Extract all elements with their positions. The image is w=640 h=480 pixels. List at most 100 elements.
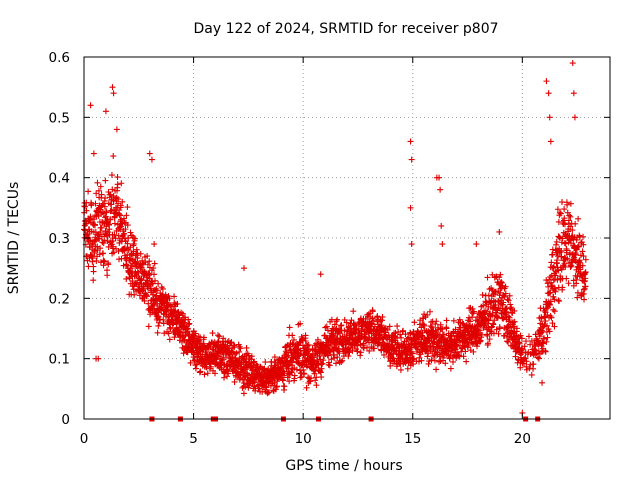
data-point [110,249,117,256]
data-point [443,317,450,324]
data-point [143,293,150,300]
data-point [317,368,324,375]
data-point [476,338,483,345]
data-point [495,330,502,337]
data-point [494,314,501,321]
outlier-point [109,84,116,91]
data-point [516,340,523,347]
data-point [581,296,588,303]
outlier-point [317,271,324,278]
data-point [139,286,146,293]
data-point [582,275,589,282]
data-point [557,234,564,241]
data-point [131,235,138,242]
data-point [486,336,493,343]
data-point [184,325,191,332]
data-point [369,320,376,327]
data-point [498,278,505,285]
data-point [216,333,223,340]
outlier-point [569,60,576,67]
data-point [374,313,381,320]
data-point [464,344,471,351]
data-point [270,387,277,394]
data-points [81,60,589,422]
data-point [146,258,153,265]
data-point [548,259,555,266]
data-point [120,215,127,222]
data-point [160,320,167,327]
data-point [127,257,134,264]
data-point [302,332,309,339]
data-point [552,288,559,295]
data-point [314,336,321,343]
data-point [151,260,158,267]
data-point [550,306,557,313]
data-point [152,277,159,284]
data-point [545,290,552,297]
data-point [187,359,194,366]
data-point [145,300,152,307]
data-point [91,216,98,223]
data-point [542,348,549,355]
data-point [323,323,330,330]
data-point [101,237,108,244]
data-point [209,330,216,337]
data-point [201,371,208,378]
data-point [139,257,146,264]
data-point [164,306,171,313]
data-point [496,325,503,332]
data-point [127,229,134,236]
data-point [380,351,387,358]
data-point [343,319,350,326]
data-point [394,339,401,346]
y-tick-label: 0.5 [49,110,70,126]
data-point [289,332,296,339]
data-point [517,332,524,339]
data-point [110,153,117,160]
data-point [124,204,131,211]
data-point [354,348,361,355]
data-point [174,300,181,307]
data-point [563,275,570,282]
chart-title: Day 122 of 2024, SRMTID for receiver p80… [193,21,498,37]
data-point [470,348,477,355]
data-point [502,283,509,290]
data-point [231,342,238,349]
data-point [214,332,221,339]
data-point [348,317,355,324]
data-point [325,359,332,366]
data-point [101,258,108,265]
data-point [331,321,338,328]
outlier-point [571,114,578,121]
data-point [204,370,211,377]
data-point [89,255,96,262]
data-point [291,372,298,379]
data-point [192,365,199,372]
data-point [564,201,571,208]
data-point [123,212,130,219]
outlier-point [439,241,446,248]
data-point [113,194,120,201]
data-point [94,179,101,186]
data-point [159,285,166,292]
data-point [428,324,435,331]
data-point [336,350,343,357]
data-point [142,259,149,266]
data-point [582,283,589,290]
data-point [490,321,497,328]
y-axis-label: SRMTID / TECUs [6,182,22,295]
data-point [214,339,221,346]
data-point [507,324,514,331]
data-point [562,263,569,270]
data-point [274,378,281,385]
data-point [547,298,554,305]
data-point [527,341,534,348]
data-point [92,200,99,207]
data-point [167,325,174,332]
data-point [404,335,411,342]
data-point [197,368,204,375]
data-point [543,338,550,345]
data-point [328,316,335,323]
data-point [392,329,399,336]
data-point [580,286,587,293]
